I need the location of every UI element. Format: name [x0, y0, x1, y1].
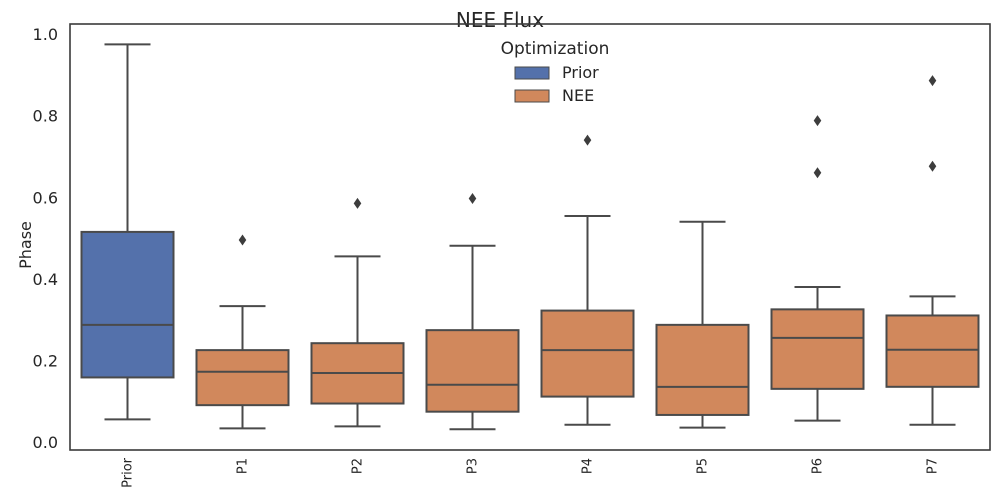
- outlier-point: [928, 160, 937, 172]
- iqr-box: [770, 308, 865, 390]
- iqr-box: [540, 309, 635, 398]
- iqr-box: [195, 349, 290, 407]
- iqr-box: [885, 314, 980, 388]
- outlier-point: [813, 115, 822, 127]
- chart-title: NEE Flux: [456, 8, 544, 32]
- box-p2: [310, 197, 405, 428]
- x-tick-label: P6: [811, 458, 826, 474]
- x-tick-label: P7: [926, 458, 941, 474]
- legend-label-prior: Prior: [562, 63, 599, 82]
- legend-swatch-prior: [514, 66, 550, 80]
- x-tick-label: P2: [351, 458, 366, 474]
- y-tick-label: 1.0: [33, 25, 58, 44]
- legend-label-nee: NEE: [562, 86, 594, 105]
- plot-frame: [69, 23, 991, 451]
- box-p3: [425, 192, 520, 431]
- plot-area: [80, 43, 980, 431]
- legend-title: Optimization: [501, 39, 610, 59]
- legend-swatch-nee: [514, 89, 550, 103]
- outlier-point: [813, 167, 822, 179]
- outlier-point: [583, 134, 592, 146]
- box-p1: [195, 234, 290, 430]
- y-tick-label: 0.4: [33, 270, 58, 289]
- x-tick-label: P5: [696, 458, 711, 474]
- iqr-box: [655, 323, 750, 416]
- outlier-point: [468, 192, 477, 204]
- legend: Optimization Prior NEE: [501, 39, 610, 105]
- y-tick-label: 0.2: [33, 351, 58, 370]
- y-axis-ticks: 0.0 0.2 0.4 0.6 0.8 1.0: [33, 25, 58, 452]
- y-axis-label: Phase: [16, 221, 35, 269]
- x-tick-label: P3: [466, 458, 481, 474]
- box-p6: [770, 115, 865, 422]
- y-tick-label: 0.8: [33, 107, 58, 126]
- box-p4: [540, 134, 635, 426]
- y-tick-label: 0.0: [33, 433, 58, 452]
- x-axis-ticks: Prior P1 P2 P3 P4 P5 P6 P7: [121, 457, 941, 488]
- outlier-point: [928, 75, 937, 87]
- y-tick-label: 0.6: [33, 188, 58, 207]
- iqr-box: [425, 329, 520, 413]
- box-p7: [885, 75, 980, 426]
- x-tick-label: Prior: [121, 457, 136, 488]
- x-tick-label: P1: [236, 458, 251, 474]
- outlier-point: [238, 234, 247, 246]
- box-prior: [80, 43, 175, 421]
- iqr-box: [80, 230, 175, 379]
- outlier-point: [353, 197, 362, 209]
- x-tick-label: P4: [581, 458, 596, 474]
- box-p5: [655, 220, 750, 429]
